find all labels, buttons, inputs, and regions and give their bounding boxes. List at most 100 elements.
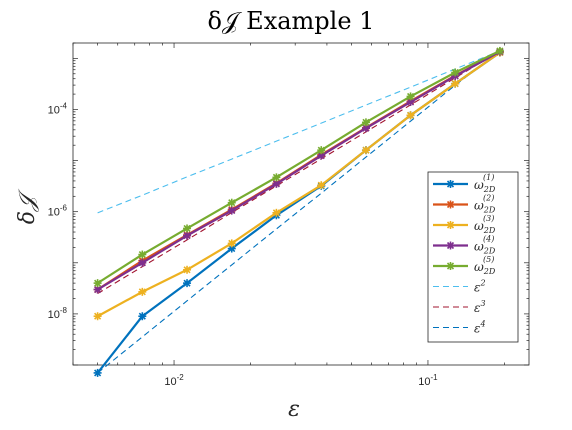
series-1-point xyxy=(138,312,147,321)
marker-core xyxy=(140,289,145,294)
marker-core xyxy=(408,100,413,105)
series-5-point xyxy=(406,92,415,101)
series-line-3 xyxy=(97,51,501,318)
series-3-point xyxy=(93,312,102,321)
series-5-point xyxy=(183,224,192,233)
legend-label: ω2D(5) xyxy=(474,255,496,276)
legend-label: ω2D(2) xyxy=(474,194,496,215)
marker-core xyxy=(140,252,145,257)
legend-entry-8: ε4 xyxy=(433,320,486,336)
marker-core xyxy=(448,243,453,248)
marker-core xyxy=(229,241,234,246)
marker-core xyxy=(497,48,502,53)
series-5-point xyxy=(451,68,460,77)
legend-box xyxy=(427,171,519,343)
series-line-8 xyxy=(97,50,501,374)
series-5-point xyxy=(495,46,504,55)
marker-core xyxy=(274,175,279,180)
marker-core xyxy=(185,226,190,231)
legend: ω2D(1)ω2D(2)ω2D(3)ω2D(4)ω2D(5) ε2 ε3 ε4 xyxy=(427,171,519,343)
legend-label: ε2 xyxy=(474,279,486,295)
marker-core xyxy=(453,81,458,86)
series-3-point xyxy=(272,208,281,217)
marker-core xyxy=(95,314,100,319)
marker-core xyxy=(363,126,368,131)
marker-core xyxy=(319,183,324,188)
marker-core xyxy=(229,208,234,213)
series-4-point xyxy=(406,98,415,107)
series-3-point xyxy=(138,287,147,296)
legend-entry-6: ε2 xyxy=(433,279,486,295)
legend-entry-2: ω2D(2) xyxy=(433,194,496,215)
series-3-point xyxy=(183,265,192,274)
series-3-point xyxy=(406,111,415,120)
marker-core xyxy=(274,210,279,215)
legend-marker xyxy=(446,221,455,229)
series-4-point xyxy=(227,206,236,215)
series-4-point xyxy=(183,231,192,240)
x-axis-label: ε xyxy=(288,397,300,422)
y-axis-label: δ𝒥 xyxy=(15,188,40,224)
series-5-point xyxy=(361,118,370,127)
axis-ticks: 10-2 10-1 10-8 10-6 10-4 xyxy=(48,42,529,388)
series-5-point xyxy=(272,173,281,182)
series-3-point xyxy=(361,146,370,155)
marker-core xyxy=(274,181,279,186)
marker-core xyxy=(408,113,413,118)
marker-core xyxy=(448,202,453,207)
legend-label: ω2D(4) xyxy=(474,235,496,256)
series-5-point xyxy=(93,279,102,288)
x-tick-label: 10-1 xyxy=(418,373,438,388)
legend-entry-1: ω2D(1) xyxy=(433,173,496,194)
chart-title: δ𝒥 Example 1 xyxy=(208,7,375,35)
series-layer xyxy=(93,46,504,377)
marker-core xyxy=(448,182,453,186)
legend-marker xyxy=(446,200,455,209)
legend-marker xyxy=(446,262,455,270)
series-4-point xyxy=(93,285,102,294)
marker-core xyxy=(95,281,100,286)
series-3-point xyxy=(227,239,236,248)
y-tick-label: 10-4 xyxy=(48,101,68,116)
series-4-point xyxy=(272,179,281,188)
marker-core xyxy=(140,314,145,319)
series-4-point xyxy=(361,124,370,133)
legend-label: ε4 xyxy=(474,320,486,336)
marker-core xyxy=(95,370,100,375)
marker-core xyxy=(408,94,413,99)
series-1-point xyxy=(93,368,102,377)
marker-core xyxy=(319,148,324,153)
series-3-point xyxy=(317,181,326,190)
legend-label: ε3 xyxy=(474,299,486,315)
series-4-point xyxy=(138,258,147,267)
marker-core xyxy=(185,281,190,286)
series-line-5 xyxy=(97,49,501,285)
marker-core xyxy=(448,264,453,268)
marker-core xyxy=(319,153,324,158)
series-line-4 xyxy=(97,50,501,291)
legend-marker xyxy=(446,241,455,250)
legend-entry-3: ω2D(3) xyxy=(433,214,496,235)
marker-core xyxy=(185,233,190,238)
x-tick-label: 10-2 xyxy=(164,373,184,388)
marker-core xyxy=(229,200,234,205)
marker-core xyxy=(229,246,234,251)
marker-core xyxy=(95,287,100,292)
series-5-point xyxy=(138,250,147,259)
series-line-6 xyxy=(97,50,501,214)
y-tick-label: 10-8 xyxy=(48,306,68,321)
y-tick-label: 10-6 xyxy=(48,204,68,219)
series-1-point xyxy=(227,244,236,253)
marker-core xyxy=(453,70,458,75)
legend-label: ω2D(3) xyxy=(474,214,496,235)
legend-entry-7: ε3 xyxy=(433,299,486,315)
marker-core xyxy=(185,267,190,272)
legend-label: ω2D(1) xyxy=(474,173,496,194)
marker-core xyxy=(363,148,368,153)
legend-marker xyxy=(446,180,455,188)
marker-core xyxy=(363,120,368,125)
series-1-point xyxy=(183,279,192,288)
series-5-point xyxy=(317,146,326,155)
